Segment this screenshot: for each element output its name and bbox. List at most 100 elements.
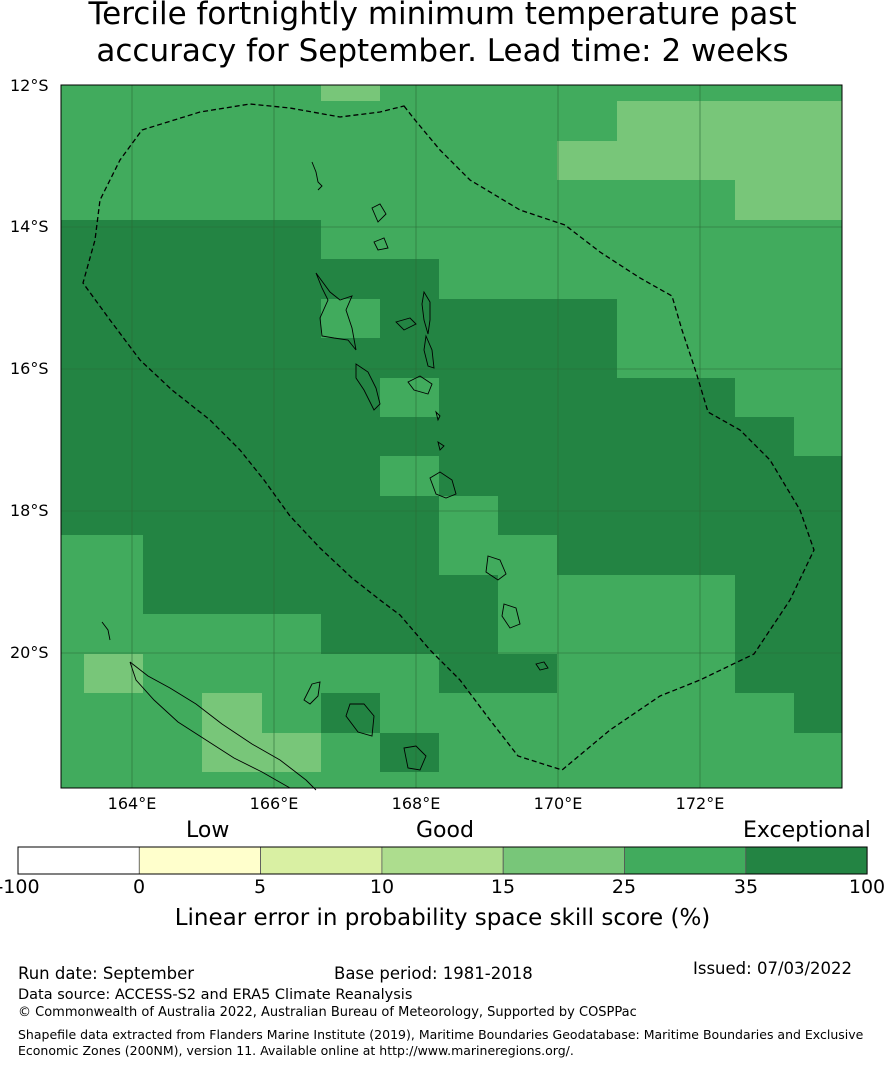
island-lifou bbox=[345, 703, 375, 737]
skill-cell bbox=[617, 535, 677, 576]
skill-cell bbox=[262, 417, 322, 457]
skill-cell bbox=[735, 220, 795, 260]
island-aneityum bbox=[535, 661, 549, 671]
lon-label-168e: 168°E bbox=[391, 794, 441, 813]
skill-cell bbox=[498, 378, 558, 418]
skill-cell bbox=[321, 299, 381, 339]
skill-cell bbox=[794, 496, 843, 536]
skill-cell bbox=[617, 220, 677, 260]
map-frame bbox=[60, 84, 843, 789]
skill-cell bbox=[498, 456, 558, 497]
skill-cell bbox=[84, 220, 144, 260]
skill-cell bbox=[676, 338, 736, 379]
skill-cell bbox=[557, 299, 618, 339]
skill-cell bbox=[380, 654, 440, 694]
skill-cell bbox=[321, 772, 381, 789]
shapefile-credit-2: Economic Zones (200NM), version 11. Avai… bbox=[18, 1043, 574, 1058]
lat-label-20s: 20°S bbox=[10, 643, 49, 662]
skill-cell bbox=[143, 85, 203, 102]
colorbar-bin bbox=[624, 846, 747, 875]
skill-cell bbox=[61, 456, 85, 497]
skill-cell bbox=[262, 575, 322, 615]
skill-cell bbox=[202, 575, 263, 615]
skill-cell bbox=[380, 535, 440, 576]
skill-cell bbox=[439, 259, 499, 300]
skill-cell bbox=[321, 535, 381, 576]
skill-cell bbox=[735, 417, 795, 457]
skill-cell bbox=[439, 417, 499, 457]
skill-cell bbox=[84, 496, 144, 536]
island-new-caledonia bbox=[129, 661, 317, 791]
skill-cell bbox=[439, 535, 499, 576]
colorbar-title: Linear error in probability space skill … bbox=[174, 905, 711, 931]
skill-cell bbox=[439, 733, 499, 773]
colorbar-bin bbox=[260, 846, 383, 875]
skill-cell bbox=[84, 259, 144, 300]
skill-cell bbox=[557, 417, 618, 457]
island-banks-1 bbox=[371, 203, 387, 223]
skill-cell bbox=[321, 693, 381, 734]
skill-cell bbox=[676, 259, 736, 300]
colorbar-bin bbox=[17, 846, 140, 875]
island-banks-2 bbox=[373, 237, 389, 251]
skill-cell bbox=[794, 220, 843, 260]
eez-boundary bbox=[82, 103, 815, 771]
skill-cell bbox=[557, 575, 618, 615]
skill-cell bbox=[321, 259, 381, 300]
skill-cell bbox=[84, 299, 144, 339]
skill-cell bbox=[557, 141, 618, 181]
skill-cell bbox=[380, 456, 440, 497]
colorbar-tick: 100 bbox=[848, 876, 885, 898]
skill-cell bbox=[380, 575, 440, 615]
skill-cell bbox=[439, 180, 499, 221]
skill-cell bbox=[498, 693, 558, 734]
skill-cell bbox=[380, 733, 440, 773]
skill-cell bbox=[262, 299, 322, 339]
skill-cell bbox=[61, 101, 85, 142]
chart-title: Tercile fortnightly minimum temperature … bbox=[0, 0, 885, 70]
island-maewo bbox=[423, 334, 435, 369]
skill-cell bbox=[202, 496, 263, 536]
skill-cell bbox=[202, 535, 263, 576]
skill-cell bbox=[498, 338, 558, 379]
skill-cell bbox=[143, 654, 203, 694]
skill-cell bbox=[735, 85, 795, 102]
skill-cell bbox=[202, 101, 263, 142]
skill-cell bbox=[202, 417, 263, 457]
coastlines bbox=[101, 161, 549, 791]
skill-cell bbox=[498, 85, 558, 102]
skill-cell bbox=[794, 141, 843, 181]
skill-cell bbox=[380, 417, 440, 457]
island-ambae bbox=[395, 317, 417, 331]
skill-cell bbox=[498, 575, 558, 615]
island-ambrym bbox=[407, 375, 433, 395]
skill-cell bbox=[84, 101, 144, 142]
skill-cell bbox=[498, 496, 558, 536]
skill-cell bbox=[794, 338, 843, 379]
skill-cell bbox=[794, 772, 843, 789]
colorbar-bin bbox=[745, 846, 868, 875]
skill-cell bbox=[380, 141, 440, 181]
skill-cell bbox=[84, 378, 144, 418]
skill-cell bbox=[735, 535, 795, 576]
skill-cell bbox=[321, 220, 381, 260]
skill-cell bbox=[735, 496, 795, 536]
skill-cell bbox=[676, 299, 736, 339]
island-malekula bbox=[355, 363, 381, 411]
skill-cell bbox=[61, 299, 85, 339]
colorbar bbox=[17, 846, 868, 875]
skill-cell bbox=[143, 772, 203, 789]
skill-cell bbox=[84, 654, 144, 694]
skill-cell bbox=[380, 101, 440, 142]
skill-cell bbox=[676, 85, 736, 102]
title-line-1: Tercile fortnightly minimum temperature … bbox=[88, 0, 797, 32]
skill-cell bbox=[262, 85, 322, 102]
skill-cell bbox=[617, 141, 677, 181]
skill-cell bbox=[61, 378, 85, 418]
skill-cell bbox=[794, 180, 843, 221]
skill-cell bbox=[735, 141, 795, 181]
skill-cell bbox=[321, 614, 381, 655]
skill-cell bbox=[794, 85, 843, 102]
skill-cell bbox=[61, 575, 85, 615]
skill-cell bbox=[676, 654, 736, 694]
